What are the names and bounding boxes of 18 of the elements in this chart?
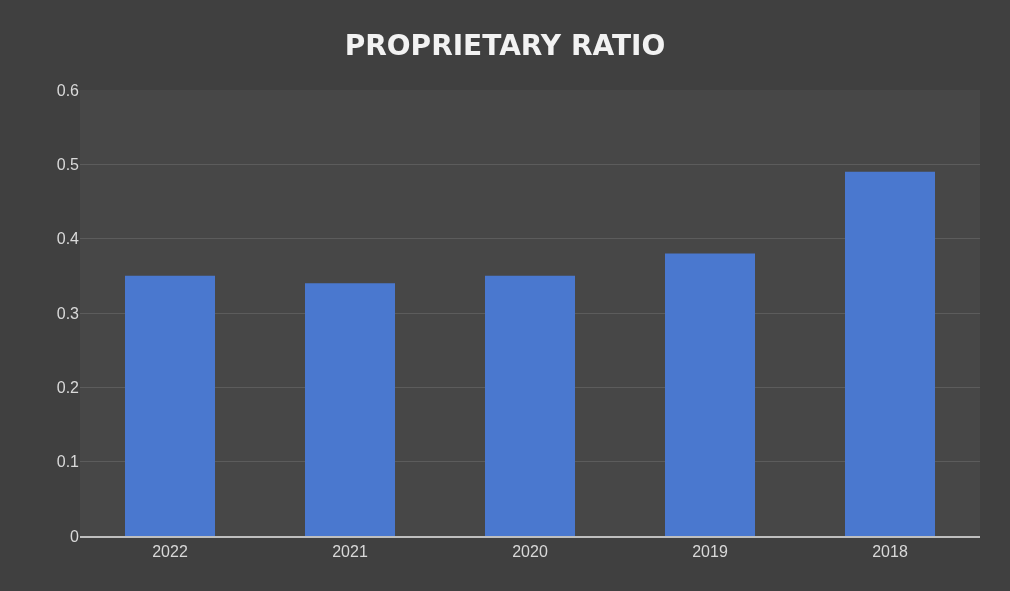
bar: [845, 171, 935, 536]
bar: [305, 283, 395, 536]
chart-title: PROPRIETARY RATIO: [344, 29, 666, 63]
y-tick-label: 0.2: [56, 378, 80, 396]
y-tick-label: 0.1: [56, 453, 80, 471]
bar: [485, 275, 575, 536]
y-tick-label: 0.4: [56, 230, 80, 248]
y-tick-label: 0.3: [56, 304, 80, 322]
x-tick-label: 2018: [872, 543, 908, 561]
x-tick-label: 2022: [152, 543, 188, 561]
x-tick-label: 2020: [512, 543, 548, 561]
x-tick-label: 2021: [332, 543, 368, 561]
y-tick-label: 0.5: [56, 155, 80, 173]
bar: [125, 275, 215, 536]
x-tick-label: 2019: [692, 543, 728, 561]
y-tick-label: 0.6: [56, 81, 80, 99]
y-tick-label: 0: [70, 527, 80, 545]
bar: [665, 253, 755, 536]
